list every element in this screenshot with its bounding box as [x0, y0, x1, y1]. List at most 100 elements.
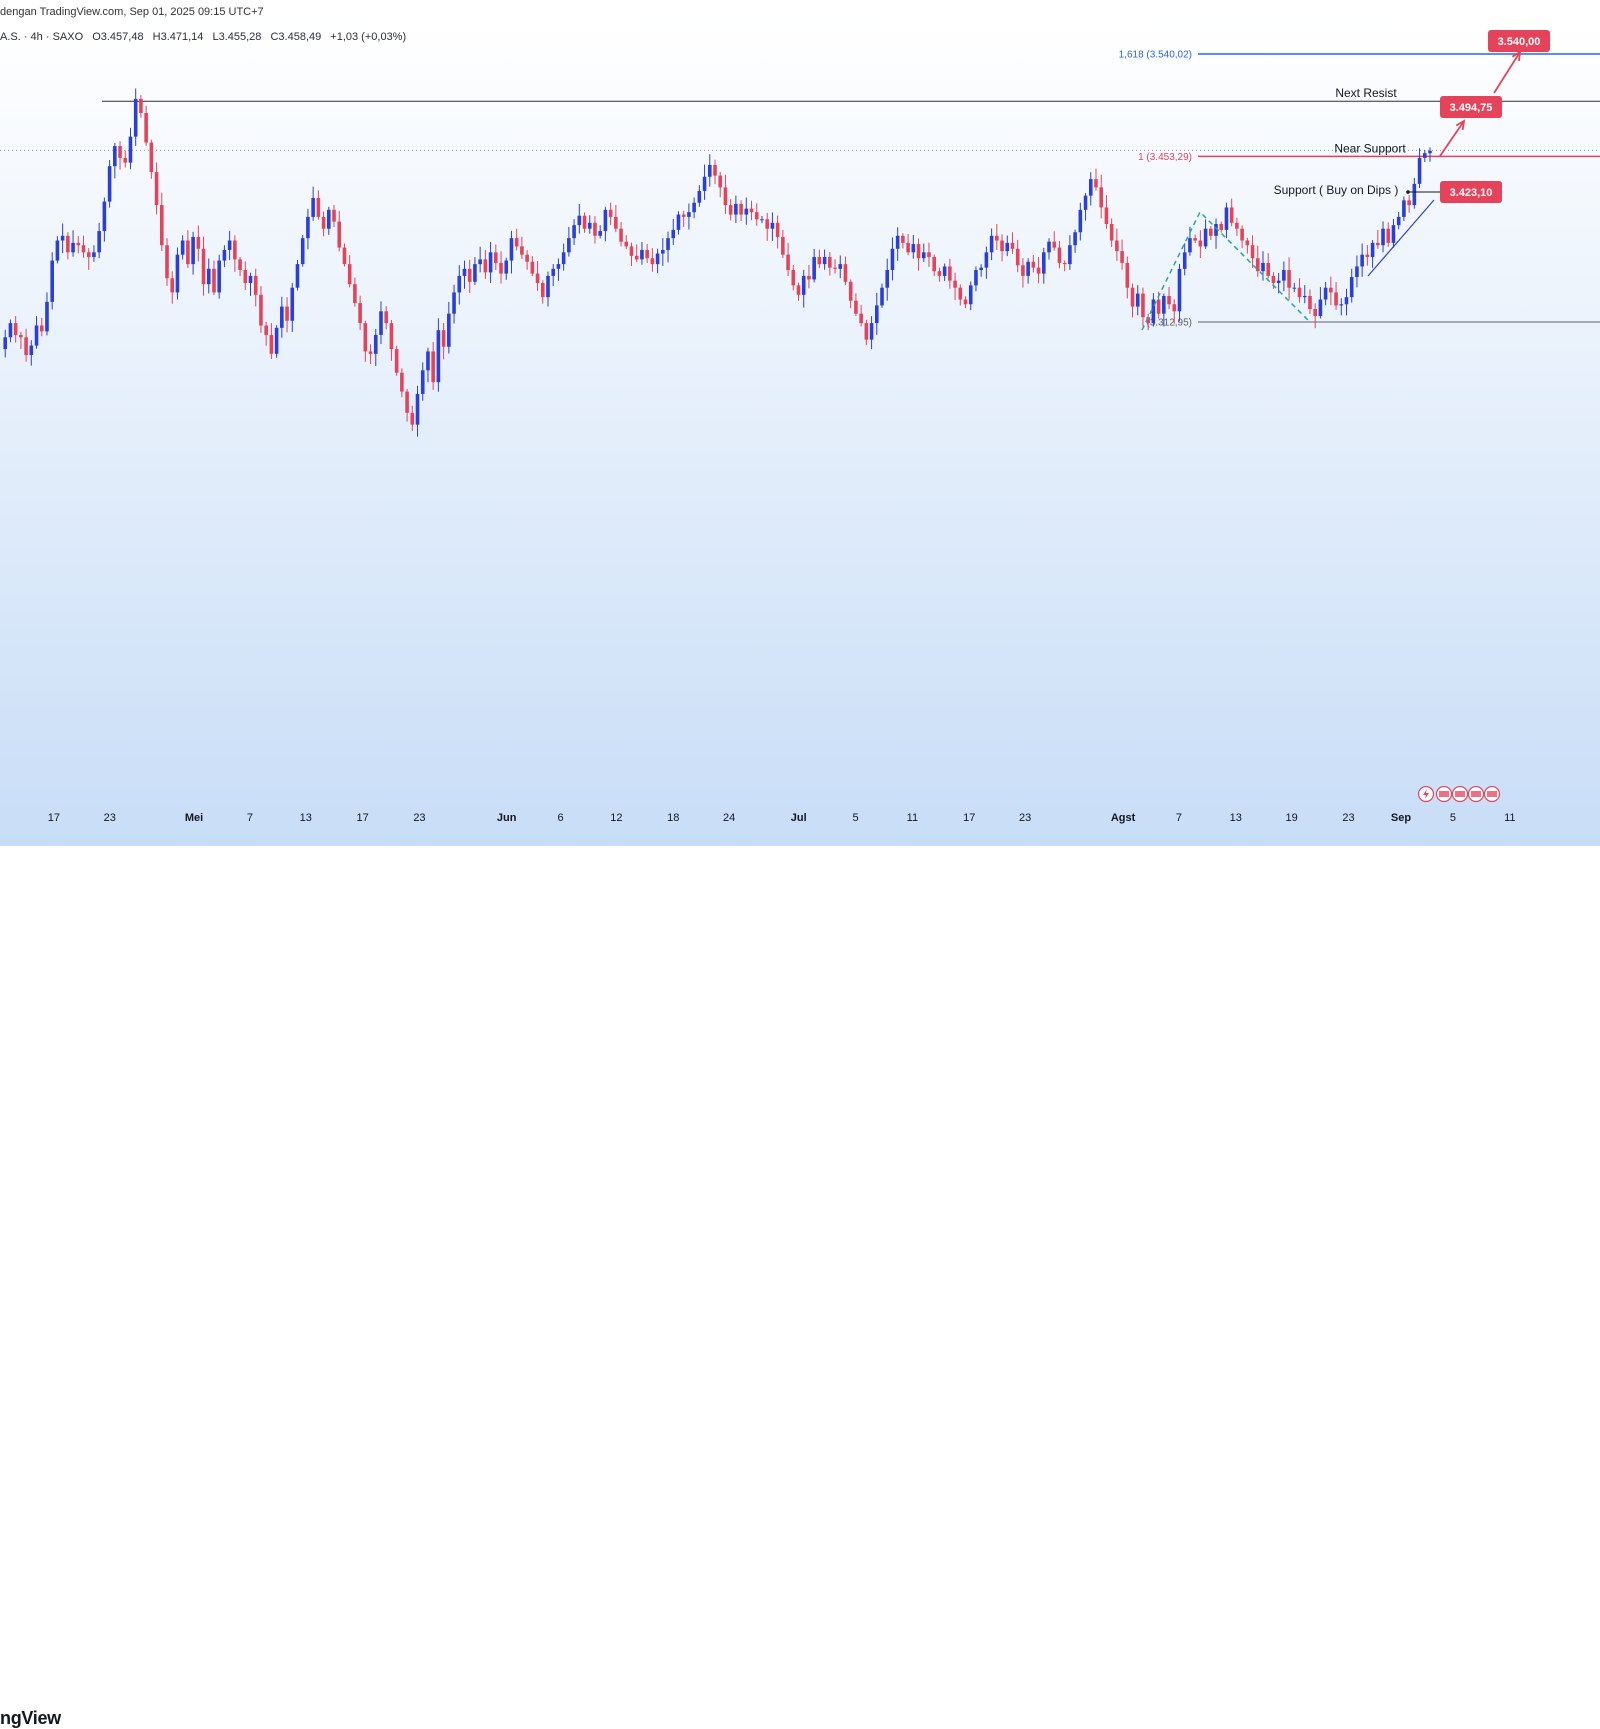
candle-body [1015, 248, 1020, 266]
candle-body [697, 190, 702, 203]
candle-body [1031, 261, 1036, 268]
price-tag-label: 3.423,10 [1450, 187, 1493, 199]
candle-body [462, 268, 467, 276]
candle-body [692, 202, 696, 213]
candle-body [848, 281, 853, 301]
candle-body [614, 216, 618, 229]
x-axis-tick-label: 23 [104, 812, 116, 824]
candle-body [520, 246, 524, 255]
flag-icon[interactable] [1467, 786, 1485, 803]
price-tag[interactable]: 3.540,00 [1488, 30, 1550, 52]
candle-body [979, 267, 983, 271]
fib-level-label: (3.312,95) [1146, 318, 1192, 329]
candle-body [389, 323, 394, 350]
candle-body [1417, 157, 1422, 184]
watermark-bar: dengan TradingView.com, Sep 01, 2025 09:… [0, 0, 1600, 25]
x-axis-tick-label: 7 [1176, 812, 1182, 824]
candle-body [901, 235, 905, 243]
x-axis-tick-label: 11 [907, 812, 918, 824]
candle-body [749, 208, 754, 213]
candle-body [838, 264, 843, 269]
candle-body [702, 176, 707, 191]
candle-body [1240, 228, 1244, 241]
event-icons[interactable] [1418, 786, 1502, 804]
candle-body [1250, 245, 1255, 259]
candle-body [530, 261, 535, 274]
candle-body [1198, 240, 1203, 247]
candle-body [984, 252, 989, 268]
candle-body [869, 323, 874, 340]
candle-body [587, 222, 592, 229]
candle-body [995, 235, 999, 241]
candle-body [24, 337, 28, 355]
candle-body [1292, 287, 1297, 289]
price-chart[interactable]: 1,618 (3.540,02) 1 (3.453,29) (3.312,95) N… [0, 24, 1600, 846]
candle-body [8, 323, 13, 338]
candle-body [1177, 268, 1182, 312]
candle-body [447, 313, 451, 347]
candle-body [358, 303, 362, 324]
candle-body [133, 98, 138, 137]
target-arrow[interactable] [1493, 51, 1521, 94]
candle-body [1109, 223, 1114, 241]
candle-body [1141, 293, 1145, 318]
candle-body [1000, 240, 1004, 252]
target-arrow[interactable] [1439, 120, 1465, 157]
candle-body [233, 240, 237, 260]
candle-body [1209, 228, 1213, 236]
x-axis-tick-label: 24 [723, 812, 735, 824]
candle-body [911, 244, 916, 253]
x-axis-tick-label: 23 [1019, 812, 1031, 824]
candle-body [906, 242, 910, 253]
candle-body [551, 268, 556, 276]
candle-body [280, 306, 284, 328]
flag-icon[interactable] [1451, 786, 1469, 803]
fib-level-label: 1,618 (3.540,02) [1119, 50, 1192, 61]
price-tag-box [1440, 181, 1502, 203]
candle-body [1062, 262, 1067, 265]
candle-body [1287, 270, 1291, 288]
candle-body [180, 240, 185, 255]
x-axis-tick-label: Jun [497, 812, 517, 824]
low-value: L3.455,28 [212, 31, 262, 43]
x-axis-tick-label: 5 [1450, 812, 1456, 824]
flag-icon[interactable] [1435, 786, 1453, 803]
symbol-label[interactable]: A.S. · 4h · SAXO [0, 31, 84, 43]
candle-body [1360, 254, 1364, 267]
candle-body [874, 305, 879, 324]
candle-body [624, 241, 629, 247]
candle-body [1099, 187, 1104, 208]
price-tag[interactable]: 3.423,10 [1440, 181, 1502, 203]
candle-body [718, 175, 723, 188]
candle-body [420, 370, 425, 394]
uptrend-line[interactable] [1367, 199, 1435, 277]
lightning-icon[interactable] [1418, 786, 1435, 803]
candle-body [92, 252, 96, 258]
candle-body [290, 287, 295, 321]
candle-body [400, 372, 404, 392]
candle-body [452, 292, 456, 314]
candle-body [963, 299, 968, 305]
candle-body [1094, 179, 1098, 188]
candle-body [885, 270, 890, 288]
price-tag[interactable]: 3.494,75 [1440, 96, 1502, 118]
candle-body [968, 285, 973, 305]
candle-body [598, 231, 602, 236]
flag-icon[interactable] [1483, 786, 1501, 803]
candle-body [775, 222, 780, 237]
zigzag-pattern[interactable] [1141, 210, 1311, 331]
x-axis-tick-label: Jul [791, 812, 807, 824]
candle-body [139, 98, 143, 114]
candle-body [666, 238, 670, 250]
candle-body [212, 268, 216, 293]
candle-body [593, 222, 597, 236]
candle-body [394, 349, 399, 373]
candle-body [478, 259, 482, 265]
candle-body [619, 228, 623, 242]
candle-body [1318, 299, 1323, 317]
x-axis-tick-label: 13 [1230, 812, 1242, 824]
candle-body [880, 287, 884, 306]
candle-body [1078, 209, 1083, 233]
candle-body [144, 113, 148, 143]
candle-body [467, 268, 472, 282]
